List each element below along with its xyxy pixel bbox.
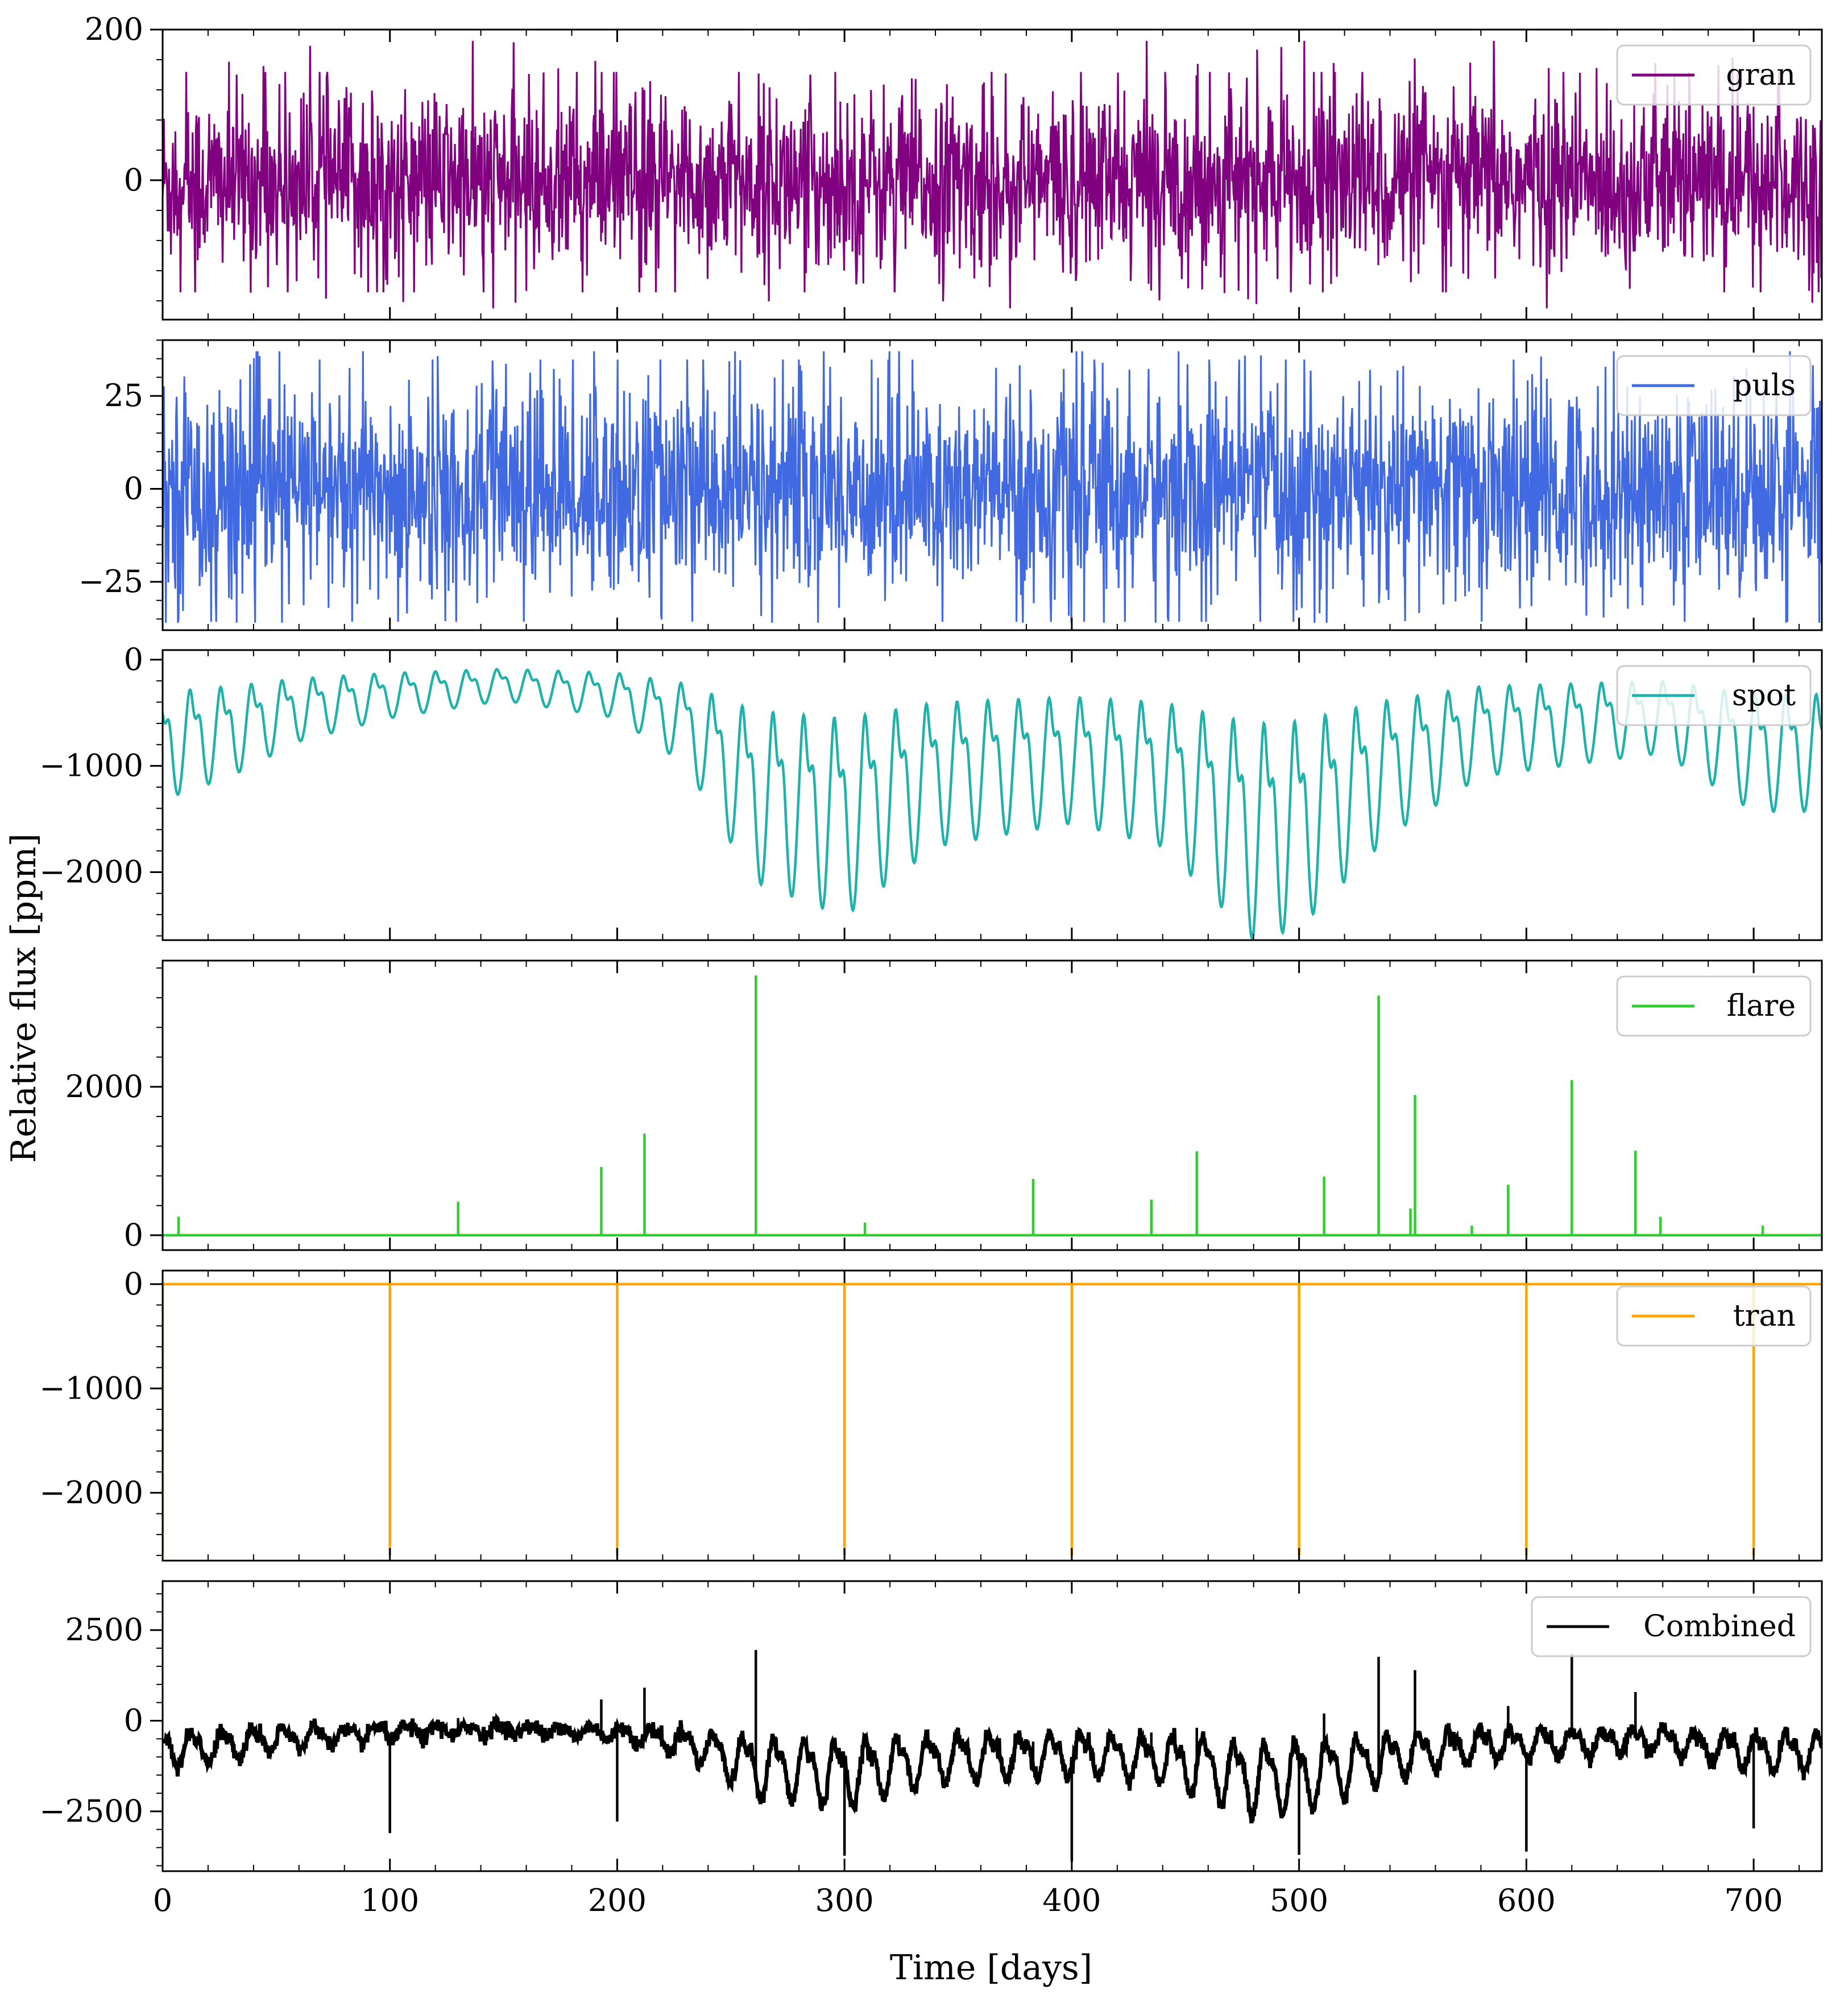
x-tick-label: 400 xyxy=(1042,1883,1101,1918)
x-tick-label: 0 xyxy=(153,1883,172,1918)
legend-tran: tran xyxy=(1616,1285,1812,1347)
series-tran xyxy=(163,1283,1822,1556)
chart-panel-flare: 0 2000 flare xyxy=(65,959,1823,1253)
y-tick-label: 0 xyxy=(124,471,143,507)
legend-box xyxy=(1616,665,1812,726)
plot-frame xyxy=(161,1580,1823,1872)
y-tick-label: −25 xyxy=(78,564,143,599)
chart-panel-spot: −2000 −1000 0 spot xyxy=(39,642,1823,941)
legend-spot: spot xyxy=(1616,665,1812,726)
legend-label-flare: flare xyxy=(1727,989,1796,1023)
series-flare xyxy=(163,975,1822,1237)
x-axis-title: Time [days] xyxy=(890,1948,1092,1988)
legend-flare: flare xyxy=(1616,975,1812,1037)
y-tick-label: 2500 xyxy=(65,1612,143,1648)
y-tick-label: −2500 xyxy=(39,1793,143,1829)
plot-frame xyxy=(161,28,1823,321)
legend-label-gran: gran xyxy=(1726,58,1796,92)
legend-Combined: Combined xyxy=(1531,1596,1812,1657)
legend-box xyxy=(1531,1596,1812,1657)
legend-gran: gran xyxy=(1616,44,1812,106)
legend-box xyxy=(1616,44,1812,106)
x-tick-label: 500 xyxy=(1270,1883,1328,1918)
plot-frame xyxy=(161,649,1823,941)
series-Combined xyxy=(163,1650,1822,1862)
legend-label-tran: tran xyxy=(1733,1299,1796,1333)
y-tick-label: 0 xyxy=(124,1266,143,1302)
plot-frame xyxy=(161,339,1823,631)
y-tick-label: 25 xyxy=(104,378,143,413)
x-tick-label: 700 xyxy=(1725,1883,1783,1918)
series-line-gran xyxy=(163,40,1822,309)
x-tick-label: 300 xyxy=(815,1883,874,1918)
y-axis-title: Relative flux [ppm] xyxy=(4,833,44,1163)
series-line-Combined xyxy=(163,1712,1822,1824)
plot-frame xyxy=(161,1269,1823,1562)
y-tick-label: 0 xyxy=(124,642,143,677)
chart-panel-gran: 0 200 gran xyxy=(85,11,1823,321)
chart-panel-tran: −2000 −1000 0 tran xyxy=(39,1266,1823,1562)
series-line-puls xyxy=(163,351,1822,623)
y-tick-label: 2000 xyxy=(65,1069,143,1104)
y-tick-label: −2000 xyxy=(39,854,143,890)
series-spot xyxy=(163,668,1822,940)
legend-label-spot: spot xyxy=(1732,679,1796,713)
chart-panel-puls: −25 0 25 puls xyxy=(78,339,1823,631)
x-tick-label: 200 xyxy=(588,1883,647,1918)
series-line-spot xyxy=(163,668,1822,940)
legend-box xyxy=(1616,1285,1812,1347)
x-tick-label: 600 xyxy=(1497,1883,1556,1918)
legend-box xyxy=(1616,355,1812,416)
y-tick-label: −1000 xyxy=(39,748,143,784)
x-tick-label: 100 xyxy=(361,1883,419,1918)
y-tick-label: 0 xyxy=(124,1217,143,1253)
legend-box xyxy=(1616,975,1812,1037)
chart-panel-Combined: 0 100 200 300 400 500 600 700 −2500 0 2500 Combined xyxy=(39,1580,1823,1918)
y-tick-label: 0 xyxy=(124,1702,143,1738)
y-tick-label: 200 xyxy=(85,11,143,47)
y-tick-label: −2000 xyxy=(39,1475,143,1511)
legend-label-puls: puls xyxy=(1733,369,1796,403)
legend-puls: puls xyxy=(1616,355,1812,416)
plot-frame xyxy=(161,959,1823,1251)
series-puls xyxy=(163,351,1822,623)
y-tick-label: 0 xyxy=(124,162,143,198)
y-tick-label: −1000 xyxy=(39,1370,143,1406)
series-gran xyxy=(163,40,1822,309)
legend-label-Combined: Combined xyxy=(1643,1610,1796,1644)
